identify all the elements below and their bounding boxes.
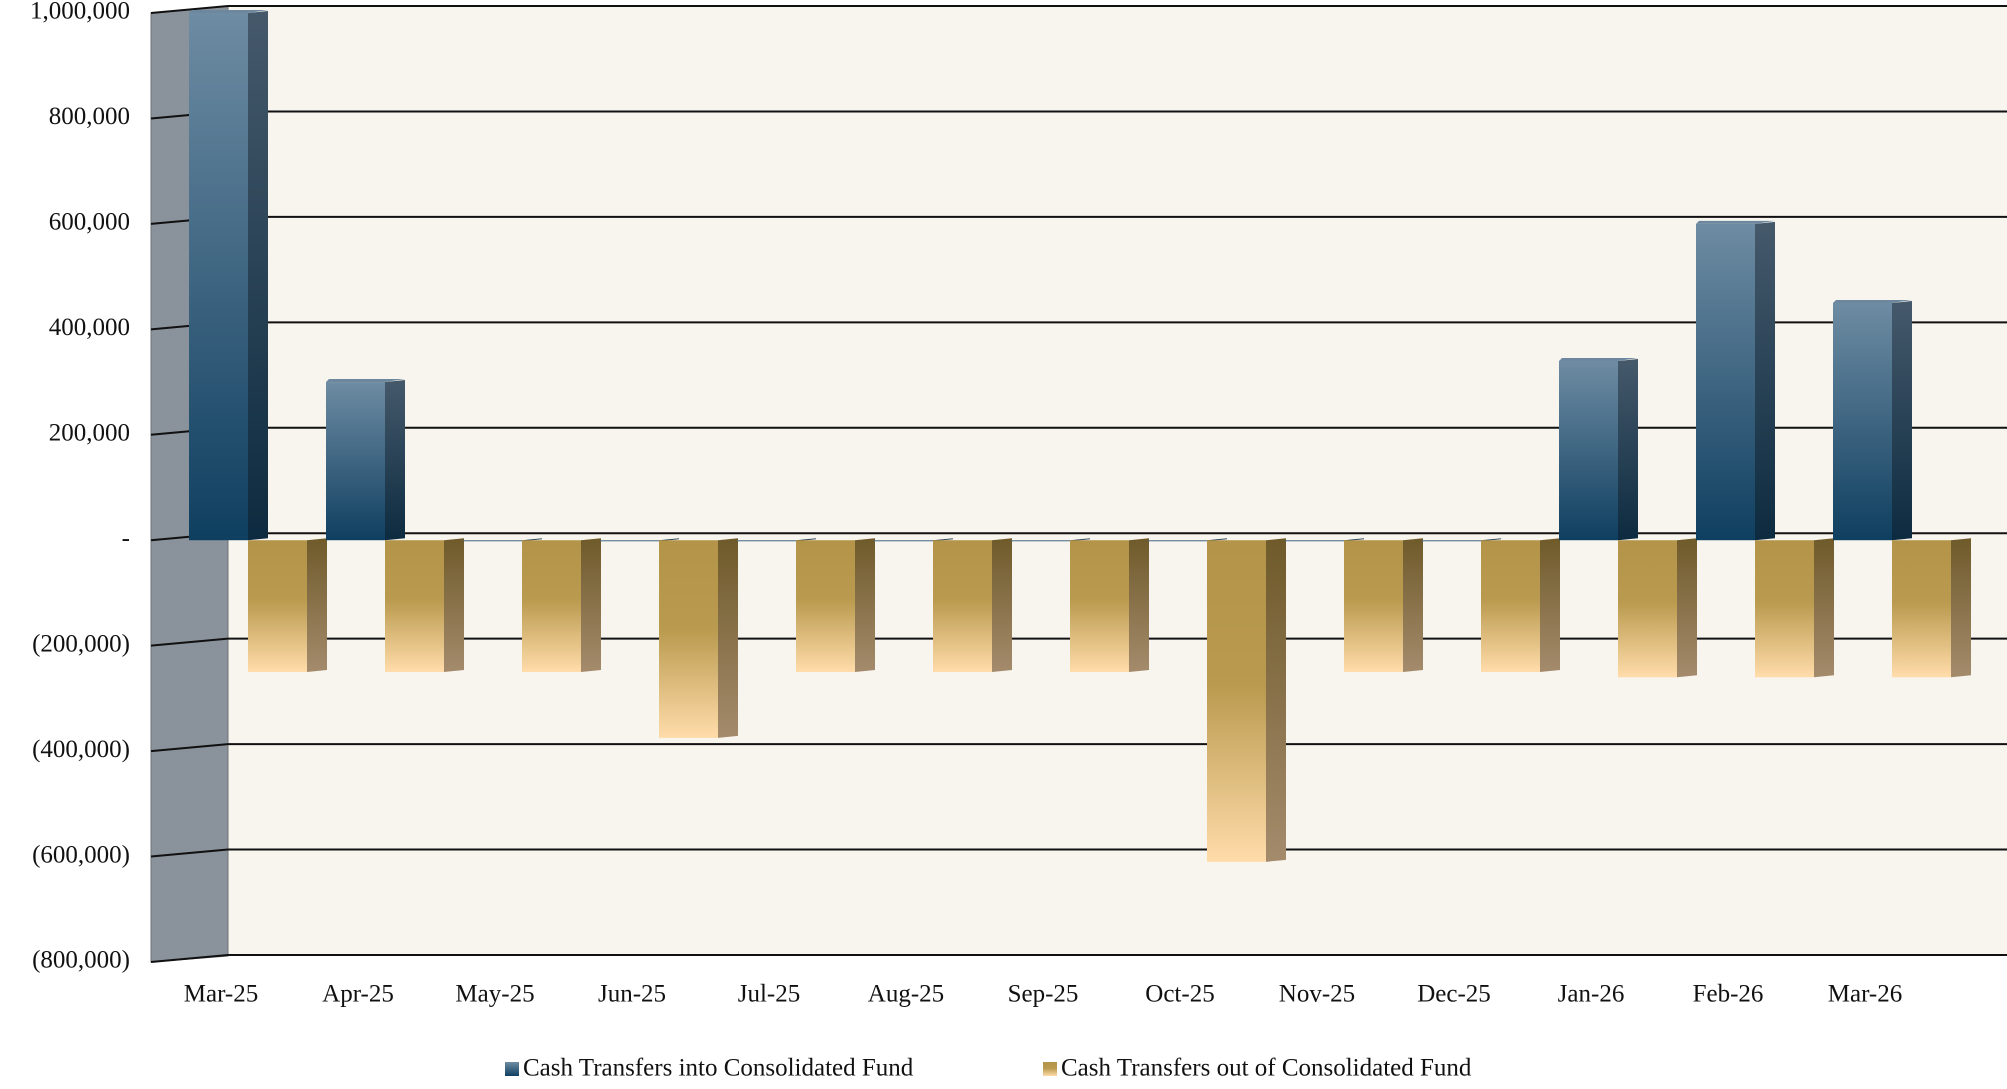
- bar-top: [189, 10, 268, 13]
- y-tick-label: 200,000: [49, 420, 130, 447]
- bar: [659, 540, 718, 738]
- x-tick-label: Mar-26: [1828, 981, 1902, 1008]
- bar: [1011, 540, 1070, 542]
- y-tick-label: 1,000,000: [30, 0, 130, 25]
- bar-top: [326, 379, 405, 383]
- grid-line: [150, 954, 229, 963]
- bar-side: [1951, 538, 1971, 678]
- bar-top: [1833, 299, 1912, 303]
- legend-swatch: [1043, 1062, 1057, 1076]
- bar-side: [1892, 300, 1912, 541]
- bar: [600, 540, 659, 542]
- bar: [1559, 360, 1618, 541]
- x-tick-label: Apr-25: [322, 981, 394, 1008]
- y-tick-label: 400,000: [49, 314, 130, 341]
- bar: [248, 540, 307, 673]
- x-tick-label: Feb-26: [1693, 981, 1764, 1008]
- legend-label: Cash Transfers into Consolidated Fund: [523, 1055, 914, 1082]
- bar-side: [1618, 358, 1638, 541]
- x-tick-label: Aug-25: [868, 981, 944, 1008]
- bar: [1833, 302, 1892, 541]
- legend-label: Cash Transfers out of Consolidated Fund: [1061, 1055, 1472, 1082]
- bar: [1285, 540, 1344, 542]
- bar: [1148, 540, 1207, 542]
- grid-line: [150, 848, 229, 858]
- y-tick-label: 800,000: [49, 103, 130, 130]
- bar-side: [248, 11, 268, 541]
- x-tick-label: Dec-25: [1417, 981, 1491, 1008]
- y-tick-label: -: [122, 525, 130, 552]
- bar-side: [855, 538, 875, 673]
- bar: [1481, 540, 1540, 673]
- bar-side: [992, 538, 1012, 673]
- bar-side: [1755, 221, 1775, 541]
- grid-line: [150, 743, 229, 753]
- x-tick-label: Jul-25: [738, 981, 801, 1008]
- x-tick-label: Oct-25: [1145, 981, 1214, 1008]
- x-tick-label: Sep-25: [1008, 981, 1079, 1008]
- bar-side: [718, 538, 738, 738]
- x-tick-label: Jan-26: [1558, 981, 1625, 1008]
- bar: [1618, 540, 1677, 678]
- bar: [1696, 223, 1755, 541]
- bar: [1892, 540, 1951, 678]
- y-tick-label: 600,000: [49, 209, 130, 236]
- grid-line: [150, 5, 229, 14]
- bar: [1070, 540, 1129, 673]
- bar: [1344, 540, 1403, 673]
- bar: [1422, 540, 1481, 542]
- bar: [463, 540, 522, 542]
- y-tick-label: (800,000): [32, 947, 130, 974]
- bar: [796, 540, 855, 673]
- bar: [874, 540, 933, 542]
- bar-side: [581, 538, 601, 673]
- bar: [1207, 540, 1266, 862]
- bar-top: [1559, 357, 1638, 361]
- y-tick-label: (600,000): [32, 841, 130, 868]
- bar-side: [1540, 538, 1560, 673]
- x-tick-label: May-25: [455, 981, 534, 1008]
- bar: [1755, 540, 1814, 678]
- y-tick-label: (400,000): [32, 736, 130, 763]
- bar: [737, 540, 796, 542]
- bar: [385, 540, 444, 673]
- grid-line: [150, 637, 229, 647]
- bar-side: [1266, 538, 1286, 862]
- bar-side: [385, 380, 405, 541]
- bar: [522, 540, 581, 673]
- x-tick-label: Mar-25: [184, 981, 258, 1008]
- legend-swatch: [505, 1062, 519, 1076]
- bar-side: [1129, 538, 1149, 673]
- bar-side: [307, 538, 327, 673]
- bar: [326, 382, 385, 541]
- x-tick-label: Nov-25: [1279, 981, 1355, 1008]
- bar-side: [1677, 538, 1697, 678]
- bar-side: [444, 538, 464, 673]
- bar-side: [1814, 538, 1834, 678]
- y-tick-label: (200,000): [32, 630, 130, 657]
- x-tick-label: Jun-25: [598, 981, 666, 1008]
- bar-top: [1696, 220, 1775, 224]
- bar: [933, 540, 992, 673]
- bar: [189, 13, 248, 541]
- bar-side: [1403, 538, 1423, 673]
